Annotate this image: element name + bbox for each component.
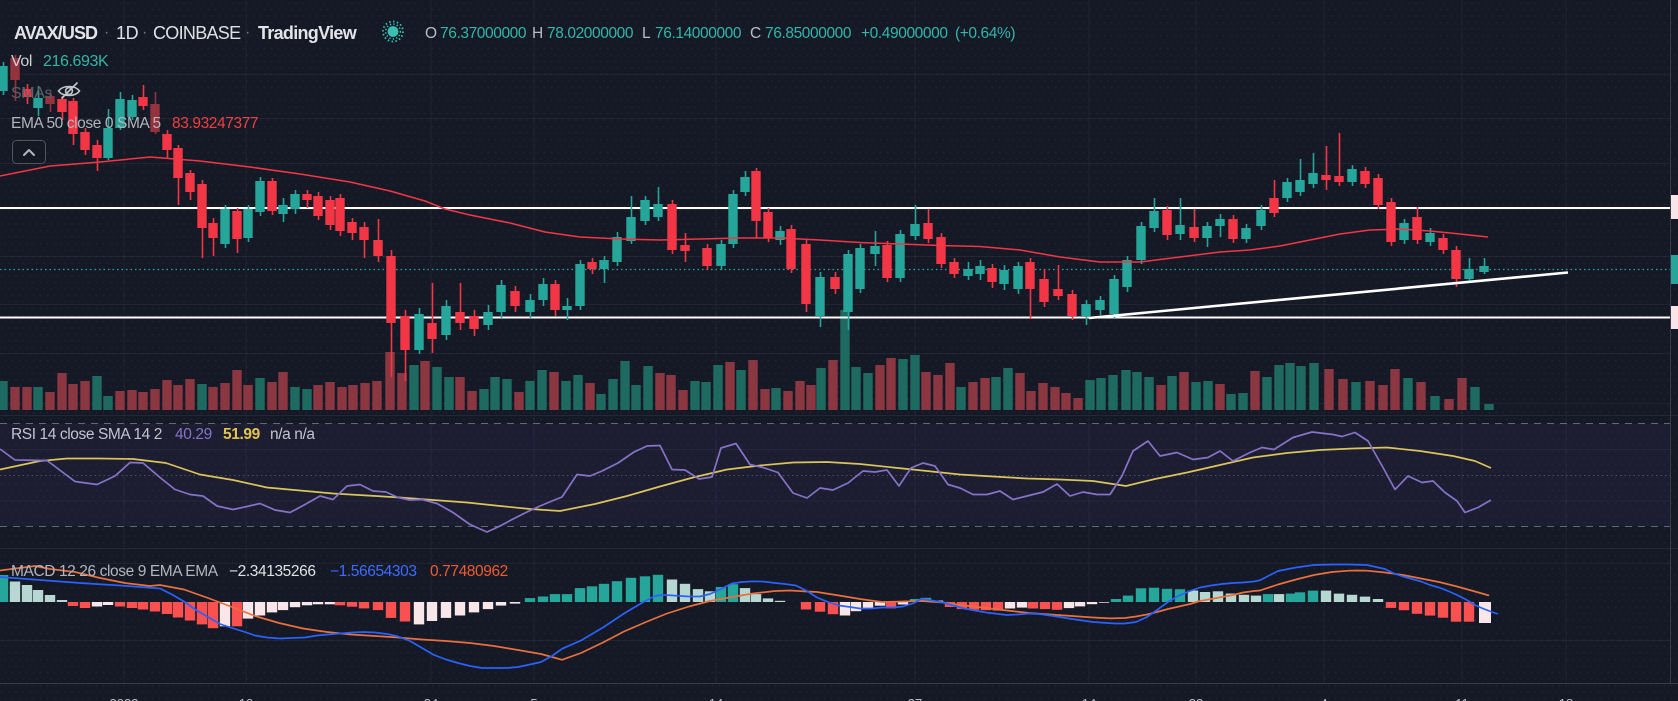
svg-text:·: · [142, 24, 147, 41]
svg-text:+0.49000000: +0.49000000 [861, 25, 948, 42]
svg-text:·: · [245, 24, 250, 41]
svg-text:H: H [532, 25, 543, 42]
svg-text:SMAs: SMAs [11, 85, 52, 102]
svg-text:RSI 14 close SMA 14 2: RSI 14 close SMA 14 2 [11, 426, 162, 443]
svg-text:Vol: Vol [11, 53, 32, 70]
svg-text:−2.34135266: −2.34135266 [229, 563, 316, 580]
svg-text:L: L [642, 25, 651, 42]
svg-text:MACD 12 26 close 9 EMA EMA: MACD 12 26 close 9 EMA EMA [11, 563, 219, 580]
svg-text:76.14000000: 76.14000000 [655, 25, 742, 42]
svg-text:TradingView: TradingView [258, 23, 358, 43]
svg-text:0.77480962: 0.77480962 [430, 563, 508, 580]
svg-text:76.37000000: 76.37000000 [440, 25, 527, 42]
svg-text:51.99: 51.99 [223, 426, 261, 443]
svg-text:COINBASE: COINBASE [153, 23, 241, 43]
svg-text:1D: 1D [116, 23, 139, 43]
svg-text:83.93247377: 83.93247377 [172, 115, 258, 132]
svg-text:10: 10 [239, 696, 253, 701]
svg-text:4: 4 [1320, 696, 1327, 701]
svg-text:14: 14 [709, 696, 723, 701]
svg-text:76.85000000: 76.85000000 [765, 25, 852, 42]
svg-text:78.02000000: 78.02000000 [547, 25, 634, 42]
svg-text:11: 11 [1455, 696, 1469, 701]
svg-text:24: 24 [424, 696, 438, 701]
svg-text:216.693K: 216.693K [43, 53, 109, 70]
svg-text:n/a n/a: n/a n/a [270, 426, 315, 443]
svg-text:5: 5 [530, 696, 537, 701]
svg-text:22: 22 [1189, 696, 1203, 701]
svg-text:AVAX/USD: AVAX/USD [14, 23, 98, 43]
svg-text:EMA 50 close 0 SMA 5: EMA 50 close 0 SMA 5 [11, 115, 161, 132]
svg-text:−1.56654303: −1.56654303 [330, 563, 417, 580]
svg-text:·: · [104, 24, 109, 41]
svg-text:40.29: 40.29 [175, 426, 212, 443]
svg-text:14: 14 [1082, 696, 1096, 701]
svg-text:18: 18 [1559, 696, 1573, 701]
svg-text:(+0.64%): (+0.64%) [955, 25, 1015, 42]
svg-text:O: O [425, 25, 437, 42]
svg-text:C: C [750, 25, 761, 42]
svg-text:27: 27 [908, 696, 922, 701]
svg-text:2023: 2023 [110, 696, 139, 701]
